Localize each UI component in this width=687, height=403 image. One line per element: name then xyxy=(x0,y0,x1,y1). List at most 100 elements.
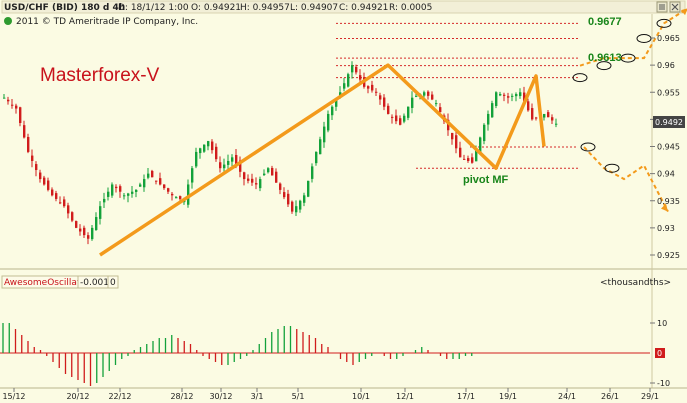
wave-projection-up xyxy=(579,7,687,67)
candle-body xyxy=(119,186,122,192)
close-icon[interactable] xyxy=(669,1,681,13)
price-tick-label: 0.94 xyxy=(657,170,675,179)
candle-body xyxy=(251,178,254,183)
candle-body xyxy=(411,97,414,108)
candle-body xyxy=(483,124,486,142)
date-tick-label: 5/1 xyxy=(292,392,305,401)
candle-body xyxy=(455,135,458,149)
candle-body xyxy=(187,184,190,205)
candle-body xyxy=(403,115,406,122)
candle-body xyxy=(43,177,46,185)
date-tick-label: 12/1 xyxy=(396,392,414,401)
candle-body xyxy=(87,235,90,239)
candle-body xyxy=(143,179,146,188)
level-marker xyxy=(620,53,636,63)
date-tick-label: 19/1 xyxy=(499,392,517,401)
candle-body xyxy=(447,119,450,131)
candle-body xyxy=(267,168,270,173)
price-tick-label: 0.955 xyxy=(657,88,680,97)
candle-body xyxy=(159,178,162,185)
level-marker xyxy=(596,61,612,71)
candle-body xyxy=(79,228,82,232)
candle-body xyxy=(399,118,402,125)
date-tick-label: 3/1 xyxy=(251,392,264,401)
candle-body xyxy=(39,172,42,180)
candle-body xyxy=(19,107,22,123)
candle-body xyxy=(63,199,66,207)
candle-body xyxy=(67,205,70,214)
candle-body xyxy=(303,195,306,203)
candle-body xyxy=(163,184,166,189)
close-value: C: 0.94921 xyxy=(339,3,388,13)
low-value: L: 0.94907 xyxy=(290,3,338,13)
last-price-tag: 0.9492 xyxy=(653,116,685,128)
candle-body xyxy=(547,112,550,118)
open-value: O: 0.94921 xyxy=(191,3,241,13)
candle-body xyxy=(91,227,94,240)
candle-body xyxy=(343,83,346,89)
osc-param-box xyxy=(107,275,119,289)
candle-body xyxy=(467,158,470,161)
symbol-label: USD/CHF (BID) 180 d 4h xyxy=(4,3,125,13)
candle-body xyxy=(167,188,170,192)
candle-body xyxy=(523,92,526,102)
wave-projection-down xyxy=(583,146,669,213)
candle-body xyxy=(471,157,474,163)
price-tick-label: 0.965 xyxy=(657,34,680,43)
osc-param: 0 xyxy=(110,278,116,288)
candle-body xyxy=(371,84,374,91)
candle-body xyxy=(239,160,242,172)
candle-body xyxy=(479,137,482,153)
candle-body xyxy=(103,198,106,203)
candle-body xyxy=(111,184,114,196)
date-tick-label: 17/1 xyxy=(457,392,475,401)
candle-body xyxy=(199,148,202,154)
osc-name-label: AwesomeOscillator xyxy=(4,278,90,288)
candle-body xyxy=(15,105,18,109)
candle-body xyxy=(407,106,410,118)
candle-body xyxy=(99,206,102,219)
candle-body xyxy=(123,195,126,197)
candle-body xyxy=(439,107,442,113)
candle-body xyxy=(347,74,350,87)
candle-body xyxy=(207,141,210,147)
candle-body xyxy=(115,186,118,189)
price-tick-label: 0.945 xyxy=(657,143,680,152)
candle-body xyxy=(279,183,282,190)
candle-body xyxy=(515,94,518,97)
price-tick-label: 0.93 xyxy=(657,224,675,233)
candle-body xyxy=(55,193,58,199)
candle-body xyxy=(463,158,466,160)
candle-body xyxy=(391,116,394,118)
candle-body xyxy=(139,184,142,187)
candle-body xyxy=(291,201,294,212)
candle-body xyxy=(395,115,398,122)
level-marker xyxy=(572,73,588,83)
candle-body xyxy=(191,168,194,183)
osc-tick-label: -10 xyxy=(657,379,670,388)
date-tick-label: 28/12 xyxy=(170,392,193,401)
date-tick-label: 10/1 xyxy=(352,392,370,401)
candle-body xyxy=(83,227,86,236)
candle-body xyxy=(315,151,318,164)
arrowhead-up xyxy=(681,8,687,16)
candle-body xyxy=(427,91,430,96)
candle-body xyxy=(327,113,330,131)
candle-body xyxy=(23,125,26,138)
candle-body xyxy=(499,94,502,96)
copyright-text: 2011 © TD Ameritrade IP Company, Inc. xyxy=(16,17,198,27)
brand-label: Masterforex-V xyxy=(40,65,160,86)
date-tick-label: 22/12 xyxy=(108,392,131,401)
info-icon[interactable] xyxy=(4,17,12,25)
candle-body xyxy=(227,160,230,165)
candle-body xyxy=(131,191,134,194)
candle-body xyxy=(195,151,198,167)
price-tick-label: 0.935 xyxy=(657,197,680,206)
candle-body xyxy=(435,103,438,105)
candle-body xyxy=(3,97,6,99)
candle-body xyxy=(551,117,554,121)
candle-body xyxy=(367,86,370,89)
osc-value: -0.0017 xyxy=(80,278,115,288)
settings-icon[interactable] xyxy=(656,1,668,13)
